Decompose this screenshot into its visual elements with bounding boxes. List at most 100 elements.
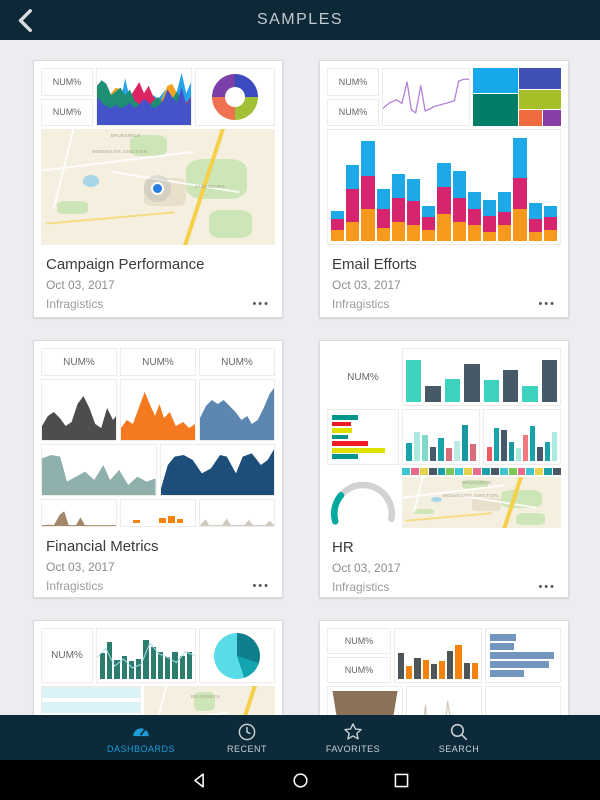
dashboard-card-hr[interactable]: NUM% BRUNSWICK MONMOUTH JUNCTION HR Oct 03, … bbox=[319, 340, 569, 598]
bar-series bbox=[331, 133, 558, 241]
tab-recent[interactable]: RECENT bbox=[207, 721, 287, 754]
bar-series bbox=[490, 633, 556, 678]
bar-row bbox=[332, 453, 394, 460]
android-back-button[interactable] bbox=[190, 771, 209, 790]
bar bbox=[143, 640, 149, 679]
map-canvas: BRUNSWICK MONMOUTH JUNCTION JAMESBURG bbox=[41, 129, 275, 245]
card-menu-button[interactable]: ••• bbox=[538, 581, 556, 593]
bar-row bbox=[332, 427, 394, 434]
pie-chart-thumb bbox=[485, 686, 561, 715]
bar-segment bbox=[498, 224, 512, 241]
bar bbox=[107, 642, 113, 679]
stacked-bar bbox=[391, 133, 406, 241]
kpi-box: NUM% bbox=[327, 657, 391, 683]
content-scroll-area[interactable]: NUM% NUM% BRUNSWICK MONMOUTH JUNCTION JAMESB… bbox=[0, 40, 600, 715]
thumbnail-row bbox=[41, 444, 275, 496]
area-chart-thumb bbox=[120, 379, 196, 441]
dashboard-card-financial-metrics[interactable]: NUM% NUM% NUM% Financial Metrics Oct 03, 201… bbox=[33, 340, 283, 598]
bar-series bbox=[487, 413, 558, 461]
tab-search[interactable]: SEARCH bbox=[419, 721, 499, 754]
bar-chart-thumb bbox=[402, 348, 561, 406]
android-recents-button[interactable] bbox=[392, 771, 411, 790]
dashboard-card-campaign-performance[interactable]: NUM% NUM% BRUNSWICK MONMOUTH JUNCTION JAMESB… bbox=[33, 60, 283, 318]
card-author-row: Infragistics ••• bbox=[332, 297, 556, 311]
strip-square bbox=[499, 468, 508, 475]
bar bbox=[332, 428, 352, 433]
bar-segment bbox=[543, 206, 558, 218]
table-stripes bbox=[42, 687, 141, 715]
strip-square bbox=[482, 468, 490, 475]
bar bbox=[523, 434, 529, 461]
kpi-label: NUM% bbox=[142, 356, 174, 368]
strip-square bbox=[508, 468, 517, 475]
bar-row bbox=[332, 434, 394, 441]
kpi-label: NUM% bbox=[51, 650, 83, 661]
kpi-box: NUM% bbox=[327, 98, 379, 126]
bar bbox=[430, 446, 436, 461]
dashboard-card-email-efforts[interactable]: NUM% NUM% Email Efforts Oct 03, 2017 Infragi… bbox=[319, 60, 569, 318]
strip-square bbox=[490, 468, 499, 475]
chevron-left-icon bbox=[18, 9, 32, 33]
bar bbox=[490, 643, 514, 650]
map-place-label: MONMOUTH JUNCTION bbox=[443, 494, 499, 499]
strip-square bbox=[410, 468, 419, 475]
map-shape bbox=[57, 200, 88, 214]
grid-table-thumb bbox=[41, 686, 142, 715]
bar bbox=[544, 441, 550, 461]
thumbnail-row: BRUNSWICK MONMOUTH JUNCTION JAMESBURG bbox=[41, 129, 275, 245]
stacked-bar bbox=[376, 133, 390, 241]
card-title: Email Efforts bbox=[332, 256, 417, 273]
bar-segment bbox=[346, 221, 360, 241]
bar-segment bbox=[467, 192, 482, 209]
bar bbox=[114, 660, 120, 679]
bar bbox=[501, 429, 507, 461]
card-title: Campaign Performance bbox=[46, 256, 205, 273]
bar bbox=[179, 655, 185, 679]
card-menu-button[interactable]: ••• bbox=[538, 298, 556, 310]
bar bbox=[454, 440, 460, 461]
card-menu-button[interactable]: ••• bbox=[252, 580, 270, 592]
bar-segment bbox=[391, 197, 406, 222]
kpi-box: NUM% bbox=[327, 628, 391, 654]
bar bbox=[414, 657, 421, 679]
bar bbox=[551, 432, 558, 461]
bar bbox=[159, 518, 166, 523]
android-home-button[interactable] bbox=[291, 771, 310, 790]
stacked-bar bbox=[407, 133, 421, 241]
bar-segment bbox=[346, 189, 360, 222]
funnel-chart-thumb bbox=[327, 686, 403, 715]
bar-segment bbox=[376, 189, 390, 209]
bar-segment bbox=[513, 138, 527, 179]
bar-segment bbox=[407, 201, 421, 225]
bar bbox=[176, 518, 184, 523]
map-shape bbox=[209, 686, 261, 715]
back-button[interactable] bbox=[14, 7, 40, 33]
bar-row bbox=[490, 633, 556, 642]
bar bbox=[406, 442, 412, 461]
thumbnail-row bbox=[327, 686, 561, 715]
thumbnail-row: NUM% NUM% bbox=[327, 628, 561, 683]
bar bbox=[332, 454, 359, 460]
bar bbox=[100, 653, 106, 679]
bar-chart-thumb bbox=[483, 409, 561, 465]
bar-segment bbox=[407, 224, 421, 241]
tab-label: FAVORITES bbox=[325, 744, 381, 754]
bar-row bbox=[490, 642, 556, 651]
line-chart-thumb bbox=[406, 686, 482, 715]
bar bbox=[541, 360, 557, 402]
kpi-label: NUM% bbox=[52, 107, 82, 118]
kpi-tiles: NUM% NUM% bbox=[327, 628, 391, 683]
strip-square bbox=[535, 468, 544, 475]
strip-square bbox=[553, 468, 561, 475]
tab-dashboards[interactable]: DASHBOARDS bbox=[101, 721, 181, 754]
bar-segment bbox=[467, 208, 482, 225]
thumbnail-row bbox=[41, 379, 275, 441]
tab-favorites[interactable]: FAVORITES bbox=[313, 721, 393, 754]
map-shape bbox=[194, 691, 215, 712]
clock-icon bbox=[236, 721, 258, 743]
bar-series bbox=[124, 503, 192, 523]
bar-segment bbox=[331, 219, 345, 231]
dashboard-card-partial-6[interactable]: NUM% NUM% bbox=[319, 620, 569, 715]
card-menu-button[interactable]: ••• bbox=[252, 298, 270, 310]
